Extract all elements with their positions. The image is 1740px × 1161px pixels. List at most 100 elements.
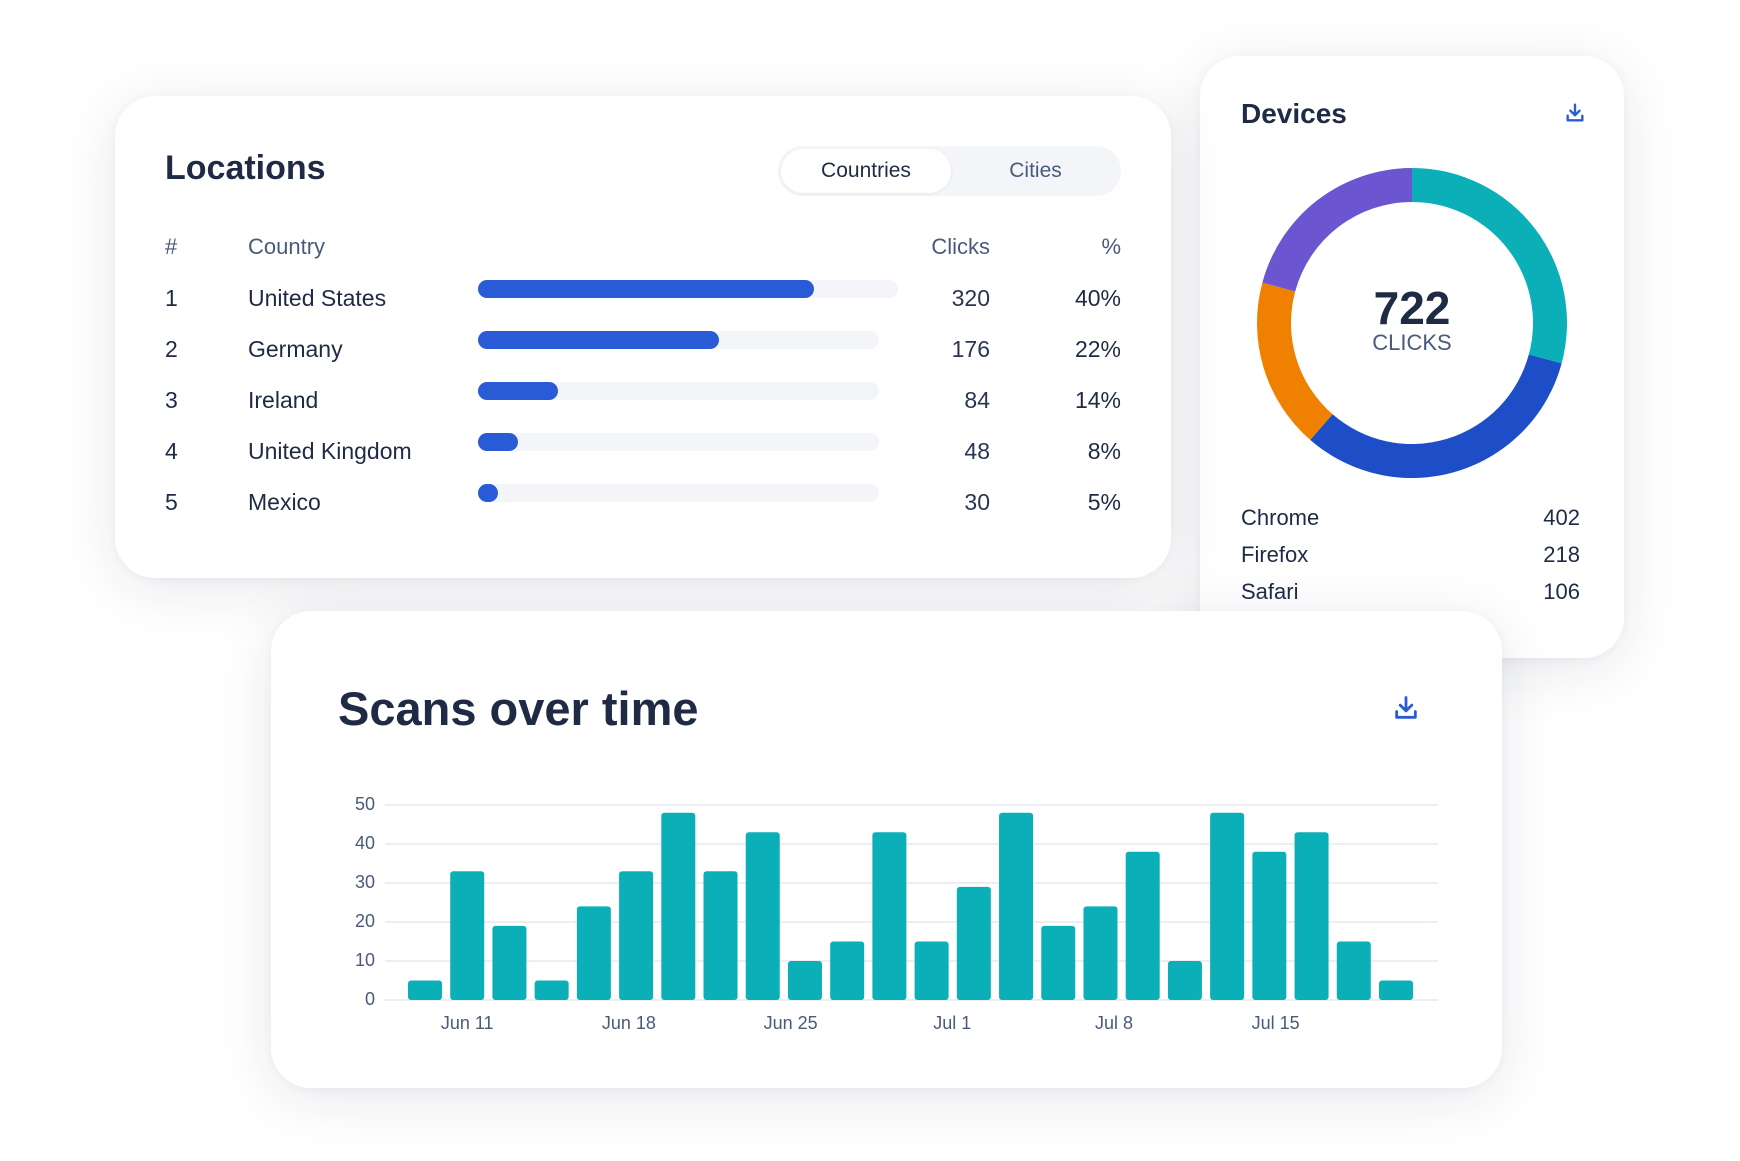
row-clicks: 30 [964,489,990,515]
devices-title: Devices [1241,98,1347,129]
device-name: Safari [1241,579,1299,604]
row-clicks: 84 [964,387,990,413]
chart-bar [1294,832,1329,1000]
device-name: Chrome [1241,505,1320,530]
tab-cities[interactable]: Cities [1009,159,1062,182]
chart-bar [830,941,865,1000]
chart-bar [956,886,991,1000]
chart-bar [1125,851,1160,1000]
column-header-clicks: Clicks [931,234,990,259]
clicks-bar-fill [478,433,519,451]
chart-bar [534,980,569,1000]
chart-bar [1336,941,1371,1000]
row-country: United States [248,285,387,311]
clicks-bar-track [478,331,879,349]
chart-bar [408,980,442,1000]
chart-bar [999,812,1034,1000]
row-percent: 5% [1087,489,1121,515]
device-value: 402 [1543,505,1580,530]
x-tick-label: Jul 8 [1094,1013,1133,1033]
chart-bar [1210,812,1245,1000]
row-country: Germany [248,336,343,362]
scans-title: Scans over time [338,682,699,735]
table-row: 2 Germany 176 22% [115,329,1171,369]
y-tick-label: 50 [354,794,375,814]
row-rank: 5 [165,489,178,515]
chart-bar [703,871,738,1000]
device-legend-item: Firefox 218 [1241,537,1580,573]
x-tick-label: Jun 11 [440,1013,494,1033]
device-name: Firefox [1241,542,1309,567]
y-tick-label: 40 [354,833,375,853]
devices-donut-chart [1257,168,1567,478]
clicks-bar-track [478,484,879,502]
scans-bar-chart [385,804,1438,1001]
table-row: 1 United States 320 40% [115,278,1171,318]
locations-card: Locations Countries Cities # Country Cli… [115,96,1171,578]
chart-bar [661,812,696,1000]
clicks-bar-track [478,280,898,298]
row-clicks: 320 [951,285,990,311]
donut-segment [1262,168,1412,292]
chart-bar [492,925,527,1000]
chart-bar [872,832,907,1000]
locations-title: Locations [165,149,326,187]
total-clicks-label: CLICKS [1372,330,1452,355]
column-header-country: Country [248,234,326,259]
column-header-percent: % [1101,234,1121,259]
chart-bar [1083,906,1118,1000]
row-rank: 2 [165,336,178,362]
table-row: 5 Mexico 30 5% [115,482,1171,522]
donut-segment [1310,354,1562,478]
column-header-rank: # [165,234,178,259]
row-percent: 40% [1074,285,1121,311]
donut-segment [1412,168,1567,364]
x-tick-label: Jul 1 [933,1013,972,1033]
x-tick-label: Jun 18 [601,1013,656,1033]
clicks-bar-fill [478,331,719,349]
chart-bar [619,871,654,1000]
row-percent: 22% [1074,336,1121,362]
clicks-bar-fill [478,382,559,400]
donut-segment [1257,282,1333,440]
scans-card: Scans over time 0 10 20 30 40 50 Jun 11 Jun 18 J… [271,611,1502,1088]
row-rank: 4 [165,438,178,464]
y-tick-label: 20 [354,911,375,931]
device-value: 218 [1543,542,1580,567]
total-clicks-value: 722 [1373,282,1451,334]
chart-bar [576,906,611,1000]
y-tick-label: 0 [364,989,375,1009]
row-percent: 14% [1074,387,1121,413]
location-type-toggle: Countries Cities [778,146,1121,196]
clicks-bar-fill [478,280,814,298]
x-tick-label: Jul 15 [1251,1013,1300,1033]
row-rank: 3 [165,387,178,413]
row-country: Ireland [248,387,319,413]
row-country: Mexico [248,489,321,515]
table-row: 3 Ireland 84 14% [115,380,1171,420]
chart-bar [1379,980,1413,1000]
chart-bar [450,871,485,1000]
device-value: 106 [1543,579,1580,604]
row-rank: 1 [165,285,178,311]
y-tick-label: 30 [354,872,375,892]
download-icon[interactable] [1392,694,1422,724]
tab-countries[interactable]: Countries [781,149,951,193]
chart-bar [1167,961,1202,1000]
clicks-bar-track [478,433,879,451]
table-row: 4 United Kingdom 48 8% [115,431,1171,471]
clicks-bar-track [478,382,879,400]
chart-bar [745,832,780,1000]
chart-bar [787,961,822,1000]
row-percent: 8% [1087,438,1121,464]
chart-bar [1041,925,1076,1000]
x-tick-label: Jun 25 [763,1013,818,1033]
chart-bar [1252,851,1287,1000]
device-legend-item: Chrome 402 [1241,500,1580,536]
row-country: United Kingdom [248,438,412,464]
row-clicks: 48 [964,438,990,464]
row-clicks: 176 [951,336,990,362]
chart-bar [914,941,949,1000]
download-icon[interactable] [1564,102,1588,126]
clicks-bar-fill [478,484,499,502]
